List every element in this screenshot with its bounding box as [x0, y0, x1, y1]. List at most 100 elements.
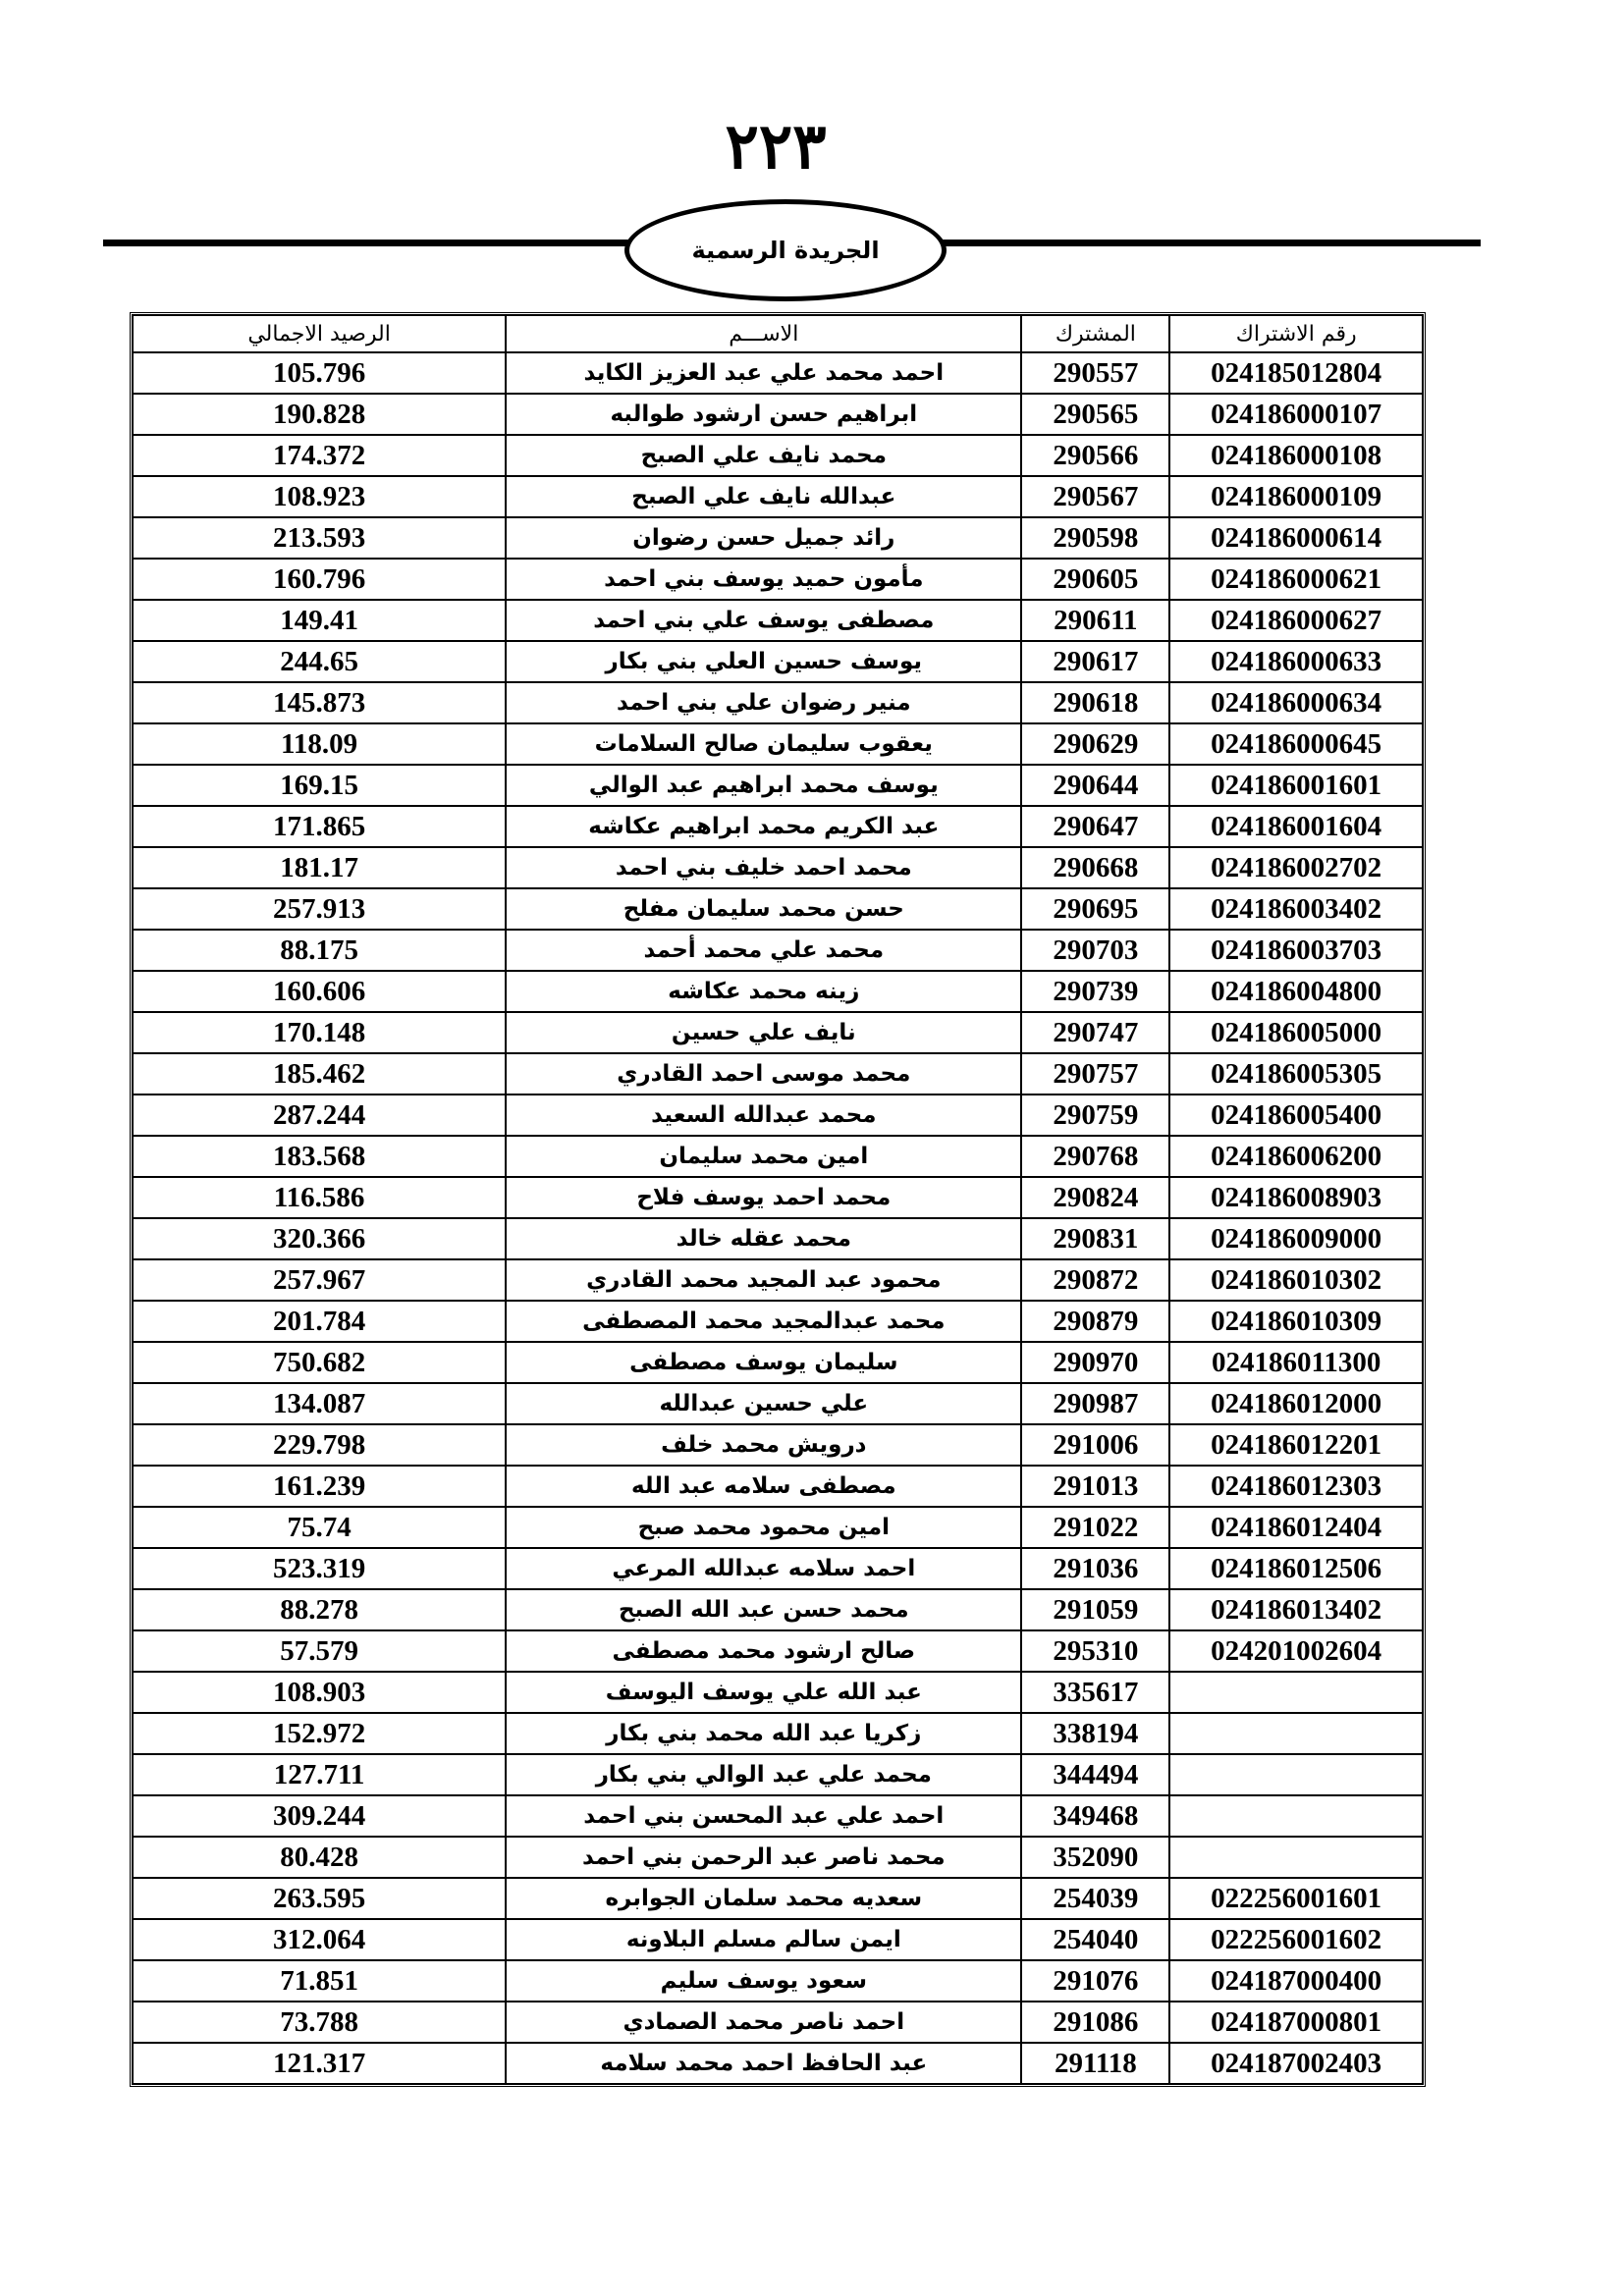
cell-total-balance: 134.087: [133, 1383, 507, 1424]
col-subscription-number: رقم الاشتراك: [1169, 315, 1423, 352]
cell-total-balance: 121.317: [133, 2043, 507, 2084]
table-row: 312.064 ايمن سالم مسلم البلاونه 254040 0222…: [133, 1919, 1423, 1960]
page-number: ٢٢٣: [725, 110, 827, 184]
cell-subscription-number: 024186000621: [1169, 559, 1423, 600]
cell-total-balance: 71.851: [133, 1960, 507, 2002]
cell-name: يوسف محمد ابراهيم عبد الوالي: [506, 765, 1022, 806]
cell-name: ايمن سالم مسلم البلاونه: [506, 1919, 1022, 1960]
table-row: 108.903 عبد الله علي يوسف اليوسف 335617: [133, 1672, 1423, 1713]
cell-subscription-number: 024186012201: [1169, 1424, 1423, 1466]
cell-subscriber: 290695: [1021, 888, 1170, 930]
table-row: 169.15 يوسف محمد ابراهيم عبد الوالي 290644…: [133, 765, 1423, 806]
cell-subscriber: 352090: [1021, 1837, 1170, 1878]
cell-subscriber: 290617: [1021, 641, 1170, 682]
cell-total-balance: 257.967: [133, 1259, 507, 1301]
cell-total-balance: 523.319: [133, 1548, 507, 1589]
cell-name: مصطفى يوسف علي بني احمد: [506, 600, 1022, 641]
cell-subscription-number: 022256001601: [1169, 1878, 1423, 1919]
cell-name: حسن محمد سليمان مفلح: [506, 888, 1022, 930]
cell-subscription-number: 024186004800: [1169, 971, 1423, 1012]
cell-subscriber: 290879: [1021, 1301, 1170, 1342]
cell-subscriber: 290557: [1021, 352, 1170, 394]
cell-name: محمد احمد يوسف فلاح: [506, 1177, 1022, 1218]
cell-total-balance: 127.711: [133, 1754, 507, 1795]
cell-subscription-number: 024186003703: [1169, 930, 1423, 971]
cell-total-balance: 105.796: [133, 352, 507, 394]
cell-name: مأمون حميد يوسف بني احمد: [506, 559, 1022, 600]
cell-subscription-number: 024186000109: [1169, 476, 1423, 517]
cell-name: عبد الحافظ احمد محمد سلامه: [506, 2043, 1022, 2084]
cell-subscriber: 291022: [1021, 1507, 1170, 1548]
cell-subscription-number: 024186001604: [1169, 806, 1423, 847]
cell-subscriber: 349468: [1021, 1795, 1170, 1837]
cell-name: سليمان يوسف مصطفى: [506, 1342, 1022, 1383]
table-row: 145.873 منير رضوان علي بني احمد 290618 0241…: [133, 682, 1423, 723]
cell-total-balance: 213.593: [133, 517, 507, 559]
table-row: 229.798 درويش محمد خلف 291006 024186012201: [133, 1424, 1423, 1466]
table-row: 149.41 مصطفى يوسف علي بني احمد 290611 02418…: [133, 600, 1423, 641]
cell-subscription-number: [1169, 1672, 1423, 1713]
cell-subscription-number: 024186012000: [1169, 1383, 1423, 1424]
cell-subscription-number: 024186012404: [1169, 1507, 1423, 1548]
cell-subscriber: 291006: [1021, 1424, 1170, 1466]
cell-name: عبد الكريم محمد ابراهيم عكاشه: [506, 806, 1022, 847]
cell-name: يوسف حسين العلي بني بكار: [506, 641, 1022, 682]
table-row: 73.788 احمد ناصر محمد الصمادي 291086 024187…: [133, 2002, 1423, 2043]
cell-subscription-number: 024186012303: [1169, 1466, 1423, 1507]
cell-total-balance: 149.41: [133, 600, 507, 641]
cell-name: احمد محمد علي عبد العزيز الكايد: [506, 352, 1022, 394]
cell-name: محمد عبدالمجيد محمد المصطفى: [506, 1301, 1022, 1342]
cell-subscriber: 290647: [1021, 806, 1170, 847]
cell-total-balance: 88.278: [133, 1589, 507, 1630]
cell-subscriber: 290668: [1021, 847, 1170, 888]
cell-subscription-number: 024186001601: [1169, 765, 1423, 806]
cell-name: نايف علي حسين: [506, 1012, 1022, 1053]
cell-subscription-number: 024186005305: [1169, 1053, 1423, 1095]
cell-name: امين محمود محمد صبح: [506, 1507, 1022, 1548]
table-row: 190.828 ابراهيم حسن ارشود طوالبه 290565 024…: [133, 394, 1423, 435]
cell-total-balance: 161.239: [133, 1466, 507, 1507]
cell-subscriber: 290565: [1021, 394, 1170, 435]
cell-total-balance: 174.372: [133, 435, 507, 476]
cell-subscription-number: 024186000634: [1169, 682, 1423, 723]
table-row: 88.175 محمد علي محمد أحمد 290703 0241860037…: [133, 930, 1423, 971]
cell-subscription-number: 024187000400: [1169, 1960, 1423, 2002]
cell-total-balance: 320.366: [133, 1218, 507, 1259]
table-row: 152.972 زكريا عبد الله محمد بني بكار 33819…: [133, 1713, 1423, 1754]
cell-name: يعقوب سليمان صالح السلامات: [506, 723, 1022, 765]
cell-subscriber: 290644: [1021, 765, 1170, 806]
cell-subscription-number: 024186000107: [1169, 394, 1423, 435]
table-header-row: الرصيد الاجمالي الاســـم المشترك رقم الا…: [133, 315, 1423, 352]
cell-subscription-number: 022256001602: [1169, 1919, 1423, 1960]
cell-name: محمود عبد المجيد محمد القادري: [506, 1259, 1022, 1301]
cell-subscription-number: 024186008903: [1169, 1177, 1423, 1218]
cell-subscriber: 290598: [1021, 517, 1170, 559]
cell-subscription-number: 024186000633: [1169, 641, 1423, 682]
cell-subscriber: 290747: [1021, 1012, 1170, 1053]
cell-subscription-number: 024186013402: [1169, 1589, 1423, 1630]
cell-subscriber: 335617: [1021, 1672, 1170, 1713]
table-row: 257.913 حسن محمد سليمان مفلح 290695 0241860…: [133, 888, 1423, 930]
table-row: 88.278 محمد حسن عبد الله الصبح 291059 02418…: [133, 1589, 1423, 1630]
cell-total-balance: 152.972: [133, 1713, 507, 1754]
cell-name: محمد ناصر عبد الرحمن بني احمد: [506, 1837, 1022, 1878]
cell-name: محمد علي محمد أحمد: [506, 930, 1022, 971]
cell-subscription-number: 024186000645: [1169, 723, 1423, 765]
cell-subscription-number: 024186000614: [1169, 517, 1423, 559]
cell-total-balance: 108.903: [133, 1672, 507, 1713]
cell-total-balance: 88.175: [133, 930, 507, 971]
table-row: 257.967 محمود عبد المجيد محمد القادري 2908…: [133, 1259, 1423, 1301]
cell-name: زينه محمد عكاشه: [506, 971, 1022, 1012]
table-row: 213.593 رائد جميل حسن رضوان 290598 02418600…: [133, 517, 1423, 559]
table-row: 118.09 يعقوب سليمان صالح السلامات 290629 02…: [133, 723, 1423, 765]
cell-subscriber: 338194: [1021, 1713, 1170, 1754]
cell-total-balance: 160.606: [133, 971, 507, 1012]
table-row: 127.711 محمد علي عبد الوالي بني بكار 34449…: [133, 1754, 1423, 1795]
table-row: 523.319 احمد سلامه عبدالله المرعي 291036 02…: [133, 1548, 1423, 1589]
cell-total-balance: 309.244: [133, 1795, 507, 1837]
cell-subscriber: 344494: [1021, 1754, 1170, 1795]
cell-subscriber: 290566: [1021, 435, 1170, 476]
cell-name: صالح ارشود محمد مصطفى: [506, 1630, 1022, 1672]
table-row: 171.865 عبد الكريم محمد ابراهيم عكاشه 2906…: [133, 806, 1423, 847]
cell-subscription-number: 024186012506: [1169, 1548, 1423, 1589]
